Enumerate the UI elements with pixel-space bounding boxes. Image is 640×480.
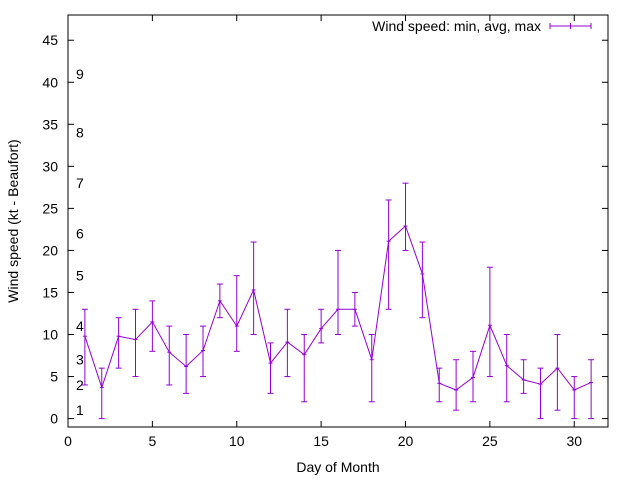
- x-tick-label: 30: [566, 433, 582, 449]
- plot-frame: [67, 14, 609, 428]
- y-tick-label: 30: [42, 158, 58, 174]
- legend-label: Wind speed: min, avg, max: [372, 18, 541, 34]
- x-tick-label: 20: [398, 433, 414, 449]
- x-axis-label: Day of Month: [296, 459, 379, 475]
- y-tick-label: 35: [42, 116, 58, 132]
- legend: Wind speed: min, avg, max: [372, 18, 592, 34]
- y-tick-label: 0: [50, 411, 58, 427]
- beaufort-level-label: 3: [76, 352, 84, 368]
- y-tick-label: 40: [42, 74, 58, 90]
- y-tick-label: 15: [42, 284, 58, 300]
- y-tick-label: 45: [42, 32, 58, 48]
- beaufort-level-label: 6: [76, 226, 84, 242]
- y-axis-label: Wind speed (kt - Beaufort): [5, 139, 21, 302]
- y-tick-label: 5: [50, 369, 58, 385]
- x-tick-label: 10: [229, 433, 245, 449]
- beaufort-level-label: 8: [76, 125, 84, 141]
- x-tick-label: 0: [64, 433, 72, 449]
- beaufort-level-label: 4: [76, 318, 84, 334]
- y-tick-label: 10: [42, 327, 58, 343]
- beaufort-level-label: 1: [76, 402, 84, 418]
- y-tick-label: 25: [42, 200, 58, 216]
- beaufort-level-label: 5: [76, 268, 84, 284]
- beaufort-level-label: 7: [76, 175, 84, 191]
- x-tick-label: 5: [148, 433, 156, 449]
- x-tick-label: 25: [482, 433, 498, 449]
- beaufort-level-label: 2: [76, 377, 84, 393]
- beaufort-level-label: 9: [76, 66, 84, 82]
- y-tick-label: 20: [42, 242, 58, 258]
- x-tick-label: 15: [313, 433, 329, 449]
